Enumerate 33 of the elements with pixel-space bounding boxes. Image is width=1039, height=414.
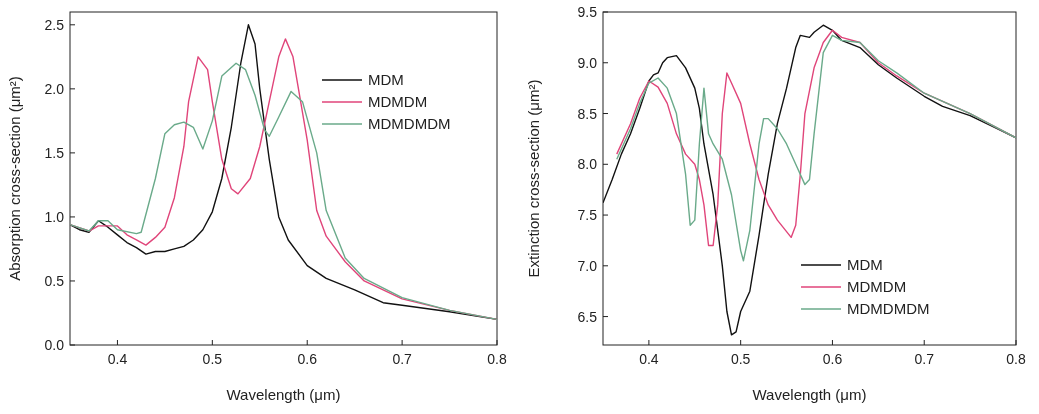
x-tick-label: 0.4 bbox=[639, 351, 659, 367]
x-tick-label: 0.5 bbox=[730, 351, 751, 367]
x-tick-label: 0.7 bbox=[914, 351, 935, 367]
y-axis-title: Absorption cross-section (μm²) bbox=[6, 76, 23, 281]
x-axis-title: Wavelength (μm) bbox=[752, 386, 867, 403]
legend-label: MDM bbox=[847, 256, 883, 273]
x-tick-label: 0.8 bbox=[1006, 351, 1026, 367]
y-tick-label: 7.0 bbox=[577, 257, 598, 274]
x-tick-label: 0.6 bbox=[822, 351, 843, 367]
y-axis-title: Extinction cross-section (μm²) bbox=[525, 79, 542, 278]
legend-label: MDMDMDM bbox=[368, 115, 451, 132]
y-tick-label: 8.0 bbox=[577, 156, 598, 173]
x-tick-label: 0.4 bbox=[107, 351, 128, 367]
y-tick-label: 2.0 bbox=[44, 80, 65, 97]
y-tick-label: 2.5 bbox=[44, 16, 65, 33]
y-tick-label: 7.5 bbox=[577, 207, 598, 224]
y-tick-label: 6.5 bbox=[577, 308, 598, 325]
legend-label: MDMDM bbox=[368, 93, 428, 110]
y-tick-label: 9.0 bbox=[577, 54, 598, 71]
legend-label: MDMDM bbox=[847, 278, 907, 295]
legend-label: MDM bbox=[368, 71, 404, 88]
x-tick-label: 0.5 bbox=[202, 351, 223, 367]
y-tick-label: 8.5 bbox=[577, 105, 598, 122]
y-tick-label: 9.5 bbox=[577, 4, 598, 20]
y-tick-label: 0.5 bbox=[44, 272, 65, 289]
x-tick-label: 0.8 bbox=[487, 351, 507, 367]
y-tick-label: 0.0 bbox=[44, 337, 65, 353]
x-axis-title: Wavelength (μm) bbox=[226, 386, 341, 403]
x-tick-label: 0.6 bbox=[297, 351, 318, 367]
y-tick-label: 1.0 bbox=[44, 208, 65, 225]
x-tick-label: 0.7 bbox=[392, 351, 413, 367]
legend-label: MDMDMDM bbox=[847, 300, 930, 317]
y-tick-label: 1.5 bbox=[44, 144, 65, 161]
